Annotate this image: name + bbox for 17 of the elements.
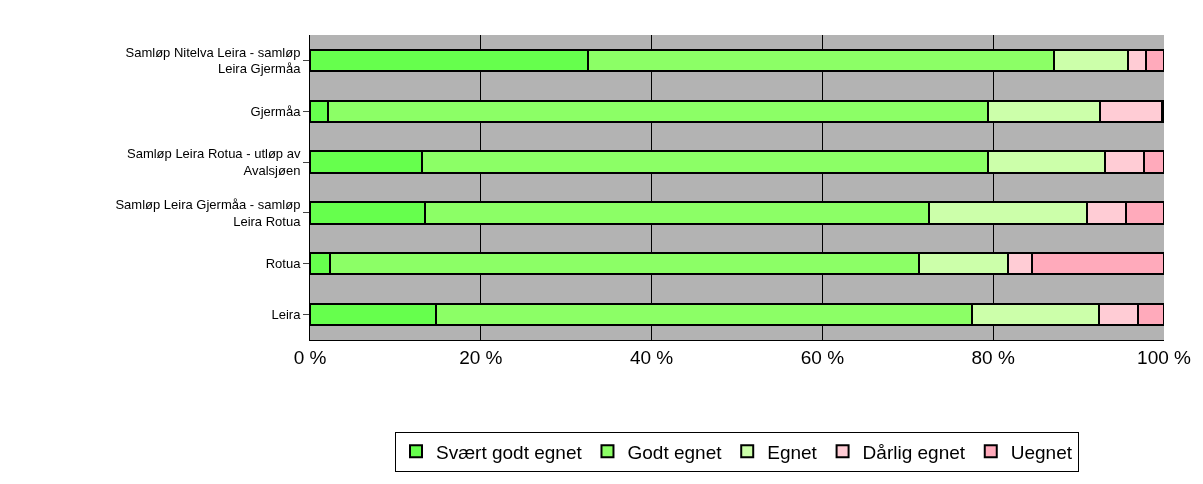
legend-label: Dårlig egnet xyxy=(862,441,966,463)
y-tick-label: Samløp Nitelva Leira - samløp Leira Gjermåa xyxy=(125,44,302,77)
x-tick-label: 0 % xyxy=(293,346,327,368)
x-tick-label: 60 % xyxy=(800,346,845,368)
y-tick-label: Samløp Leira Gjermåa - samløp Leira Rotua xyxy=(115,197,302,229)
x-tick-label: 20 % xyxy=(459,346,503,368)
y-tick-label: Leira xyxy=(271,307,302,323)
y-tick-label: Gjermåa xyxy=(250,103,302,119)
x-tick-label: 100 % xyxy=(1137,346,1192,368)
legend-label: Svært godt egnet xyxy=(436,441,583,463)
legend-label: Egnet xyxy=(767,441,818,463)
x-tick-label: 40 % xyxy=(629,346,674,368)
legend-label: Godt egnet xyxy=(627,441,723,463)
y-tick-label: Samløp Leira Rotua - utløp av Avalsjøen xyxy=(126,146,301,179)
x-tick-label: 80 % xyxy=(971,346,1015,368)
legend-label: Uegnet xyxy=(1010,441,1073,463)
y-tick-label: Rotua xyxy=(265,256,302,272)
